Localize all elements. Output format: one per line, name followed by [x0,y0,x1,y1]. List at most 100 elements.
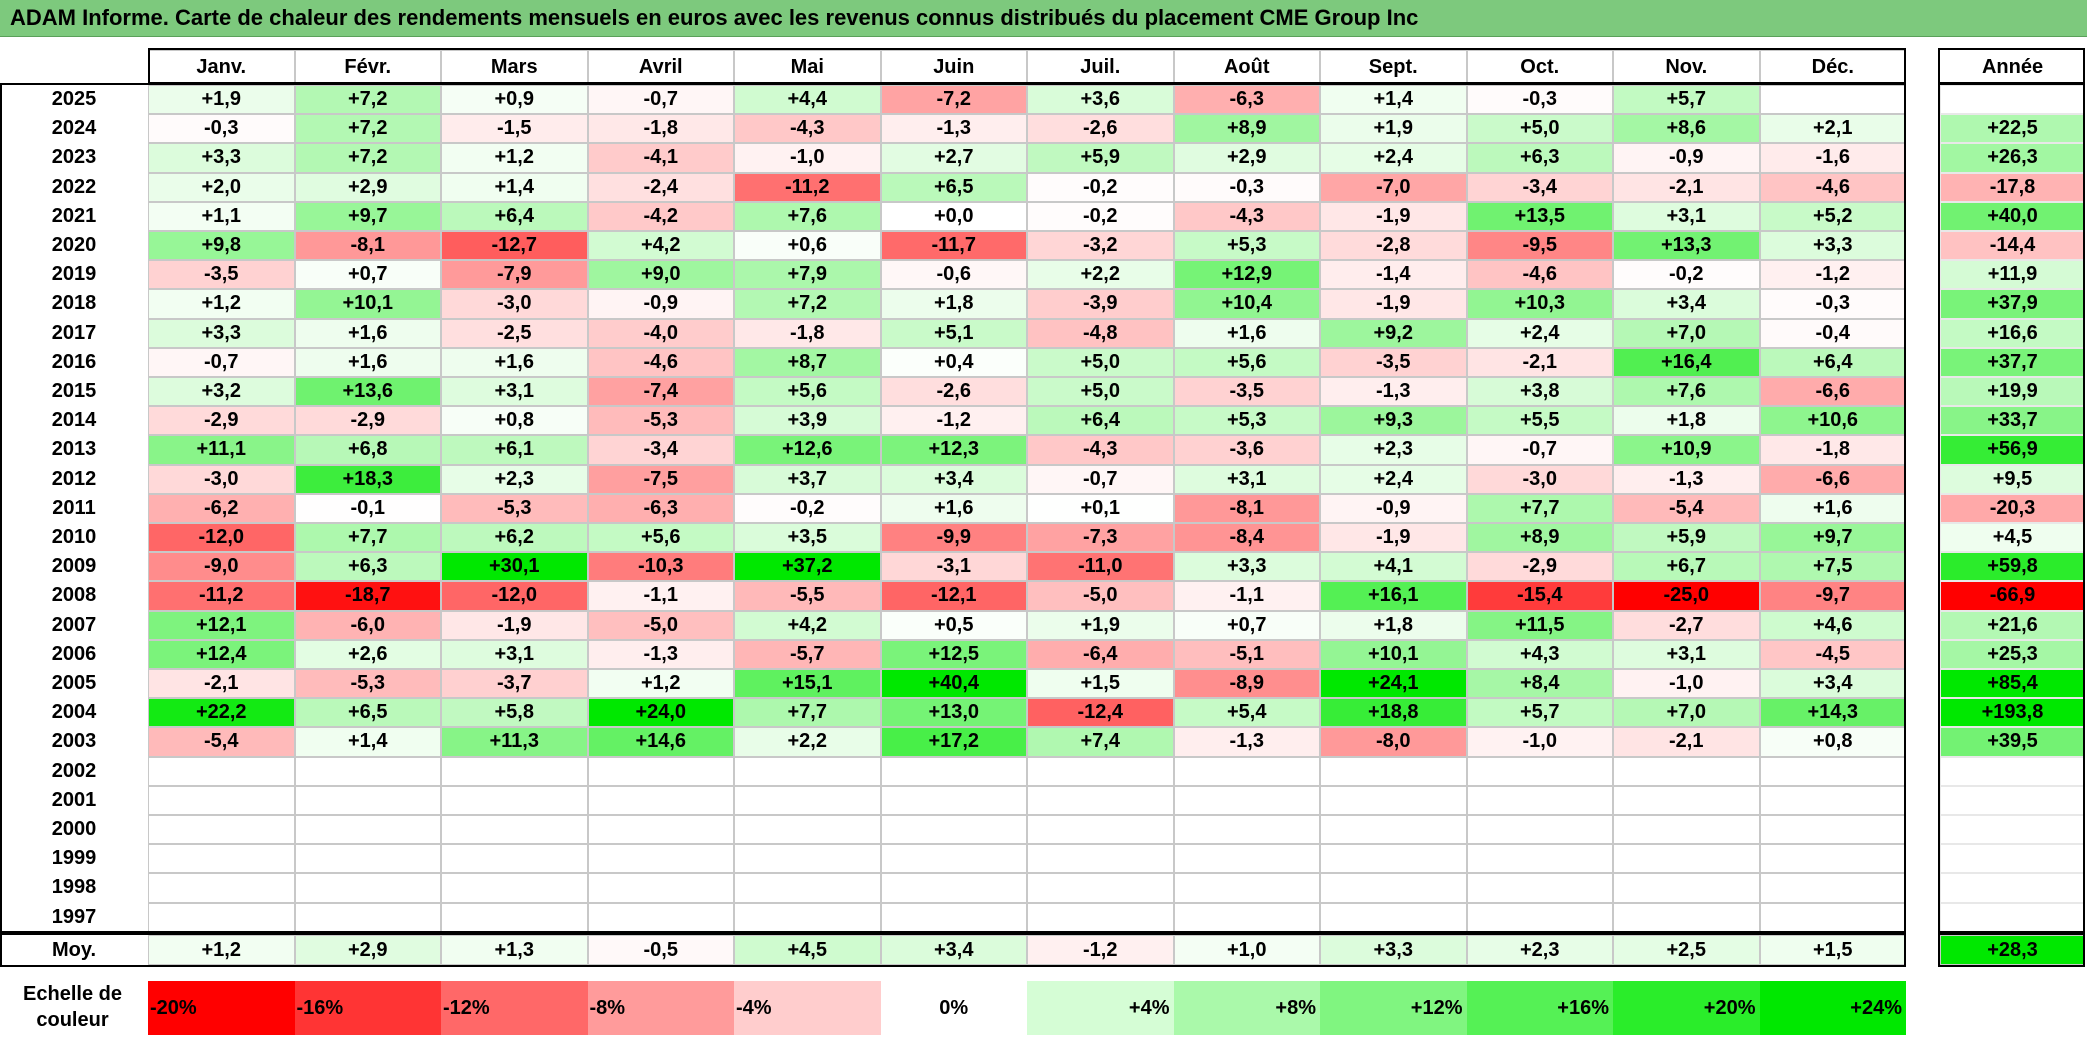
heat-cell: -1,2 [1759,260,1906,290]
heat-cell [587,785,734,815]
heat-cell: -3,4 [587,435,734,465]
heat-cell: +3,4 [880,464,1027,494]
heat-cell: -5,0 [1027,581,1174,611]
heat-cell: -2,6 [1027,114,1174,144]
heat-cell: -0,7 [148,347,295,377]
avg-cell: +2,9 [294,935,441,965]
heat-cell: -4,3 [734,114,881,144]
heat-cell [294,815,441,845]
heat-cell: +13,5 [1466,201,1613,231]
heat-cell: -18,7 [294,581,441,611]
heat-cell [734,815,881,845]
heat-cell [441,902,588,932]
heat-cell: +5,0 [1466,114,1613,144]
heat-cell [880,785,1027,815]
month-header: Avril [587,50,734,84]
heat-cell: +6,3 [1466,143,1613,173]
heat-cell: -0,2 [1027,201,1174,231]
year-label: 2025 [0,85,148,115]
year-label: 2022 [0,172,148,202]
heat-cell: -9,9 [880,523,1027,553]
heat-cell [1466,785,1613,815]
heat-cell: +1,9 [1320,114,1467,144]
heat-cell: -1,1 [587,581,734,611]
heat-cell: +1,6 [441,347,588,377]
year-label: 2024 [0,114,148,144]
heat-cell [880,902,1027,932]
month-header: Mai [734,50,881,84]
title-bar: ADAM Informe. Carte de chaleur des rende… [0,0,2087,37]
heat-cell: +2,4 [1320,464,1467,494]
color-scale-swatch: +20% [1613,981,1760,1035]
annual-cell: -66,9 [1940,581,2085,611]
heat-cell: -7,4 [587,377,734,407]
heat-cell: +7,6 [734,201,881,231]
year-label: 2010 [0,523,148,553]
heat-cell [1613,815,1760,845]
year-label: 1997 [0,902,148,932]
heat-cell: -3,7 [441,669,588,699]
heat-cell [1320,844,1467,874]
heat-cell: -1,9 [441,610,588,640]
heat-cell: +8,7 [734,347,881,377]
heat-cell: +4,2 [734,610,881,640]
heat-cell: -1,4 [1320,260,1467,290]
heat-cell: +7,7 [1466,493,1613,523]
heat-cell: -0,2 [1027,172,1174,202]
annual-cell [1940,815,2085,845]
heat-cell: +0,1 [1027,493,1174,523]
heat-cell: -4,5 [1759,639,1906,669]
heat-cell [1466,756,1613,786]
annual-cell: +85,4 [1940,669,2085,699]
avg-cell: -0,5 [587,935,734,965]
heat-cell [1759,785,1906,815]
annual-cell: +59,8 [1940,552,2085,582]
annual-cell [1940,873,2085,903]
heat-cell: -3,5 [1320,347,1467,377]
heat-cell: -6,3 [587,493,734,523]
heat-cell: -3,2 [1027,231,1174,261]
heat-cell: -7,9 [441,260,588,290]
heat-cell: -5,1 [1173,639,1320,669]
heat-cell: +5,3 [1173,231,1320,261]
heat-cell: -5,7 [734,639,881,669]
heat-cell: +3,2 [148,377,295,407]
heat-cell [148,785,295,815]
heat-cell: -1,8 [734,318,881,348]
annual-cell: +37,9 [1940,289,2085,319]
color-scale-swatch: 0% [880,981,1027,1035]
heat-cell: -4,2 [587,201,734,231]
heat-cell: +0,0 [880,201,1027,231]
heat-cell: +3,3 [1759,231,1906,261]
heat-cell [734,844,881,874]
heat-cell: +7,0 [1613,318,1760,348]
heat-cell: +3,3 [1173,552,1320,582]
heat-cell: +10,9 [1613,435,1760,465]
heat-cell [294,756,441,786]
heat-cell: +2,4 [1320,143,1467,173]
year-label: 2014 [0,406,148,436]
color-scale-swatch: -16% [294,981,441,1035]
heat-cell [1613,785,1760,815]
year-label: 2009 [0,552,148,582]
month-header: Juil. [1027,50,1174,84]
heat-cell: -6,2 [148,493,295,523]
heat-cell: +14,3 [1759,698,1906,728]
year-label: 2000 [0,815,148,845]
avg-cell: +1,2 [148,935,295,965]
heat-cell: +2,2 [734,727,881,757]
year-label: 1999 [0,844,148,874]
annual-cell: +21,6 [1940,610,2085,640]
heat-cell: +2,9 [1173,143,1320,173]
heat-cell: +11,1 [148,435,295,465]
heat-cell: +3,5 [734,523,881,553]
heat-cell [1320,815,1467,845]
heat-cell: -0,9 [1320,493,1467,523]
year-label: 2018 [0,289,148,319]
heat-cell: +8,6 [1613,114,1760,144]
annual-cell: +25,3 [1940,639,2085,669]
heat-cell [734,756,881,786]
heat-cell: +1,6 [1173,318,1320,348]
heat-cell: +9,7 [1759,523,1906,553]
heat-cell: -1,5 [441,114,588,144]
